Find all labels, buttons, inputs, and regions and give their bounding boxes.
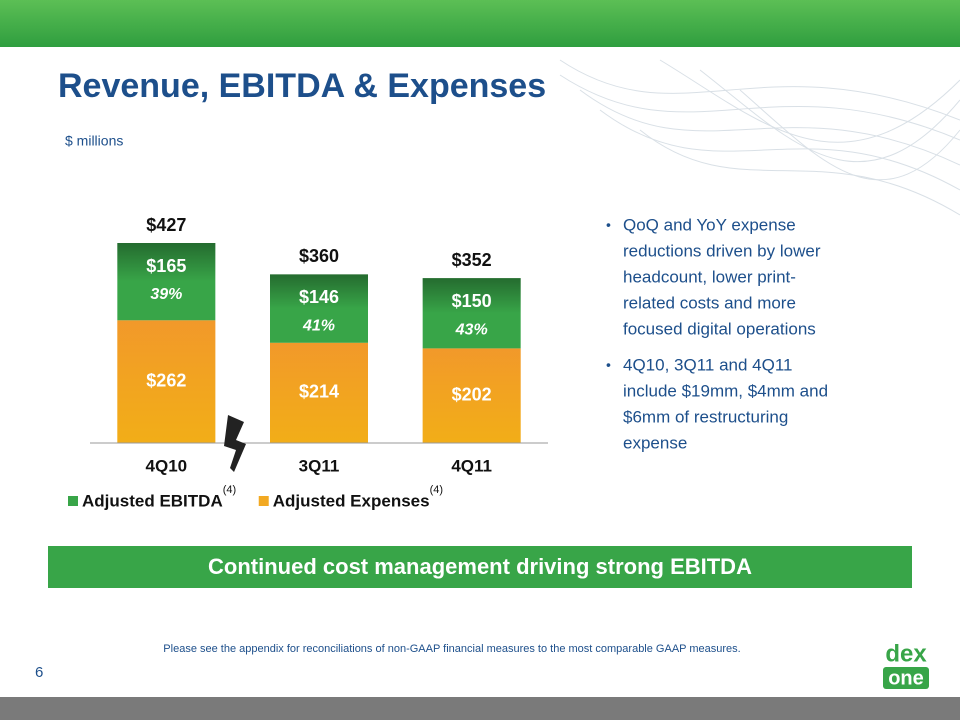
legend-label: Adjusted Expenses [273, 491, 430, 510]
bar-shade [117, 243, 216, 321]
banner: Continued cost management driving strong… [208, 554, 752, 579]
bullet-text: $6mm of restructuring [623, 407, 788, 426]
bullet-dot: • [606, 357, 611, 373]
bar-shade [270, 274, 368, 343]
bullet-text: 4Q10, 3Q11 and 4Q11 [623, 355, 793, 374]
logo-text: one [888, 667, 924, 689]
page-number: 6 [35, 664, 43, 681]
bar-shade [270, 342, 368, 443]
bullet-dot: • [606, 217, 611, 233]
margin-label: 43% [455, 321, 488, 338]
legend-label: Adjusted EBITDA [82, 491, 223, 510]
value-label: $214 [299, 382, 339, 402]
margin-label: 39% [150, 286, 182, 303]
banner-box [48, 546, 912, 588]
bullet-text: reductions driven by lower [623, 241, 821, 260]
logo-box [883, 667, 929, 689]
title: Revenue, EBITDA & Expenses [58, 67, 546, 105]
bullet-text: headcount, lower print- [623, 267, 796, 286]
bullet-text: related costs and more [623, 293, 796, 312]
value-label: $262 [146, 370, 186, 390]
top-bar [0, 0, 960, 47]
margin-label: 41% [302, 318, 335, 335]
bar-shade [117, 320, 216, 443]
bullet-text: expense [623, 433, 687, 452]
lightning-icon [224, 415, 246, 472]
legend-swatch [258, 496, 269, 506]
unit-label: $ millions [65, 133, 123, 149]
x-tick-label: 4Q10 [146, 456, 188, 475]
legend-note: (4) [430, 484, 443, 496]
bullet-text: focused digital operations [623, 319, 816, 338]
bar-shade [422, 278, 521, 349]
bar-shade [422, 348, 521, 443]
bullet-text: include $19mm, $4mm and [623, 381, 828, 400]
value-label: $146 [299, 287, 339, 307]
bottom-bar [0, 697, 960, 720]
bullet-text: QoQ and YoY expense [623, 215, 796, 234]
x-tick-label: 3Q11 [299, 456, 340, 475]
total-label: $360 [299, 246, 339, 266]
wave-decoration [559, 59, 960, 216]
value-label: $202 [452, 384, 492, 404]
logo-text: dex [885, 640, 927, 667]
footnote: Please see the appendix for reconciliati… [163, 643, 740, 655]
legend-swatch [68, 496, 78, 506]
value-label: $150 [452, 291, 492, 311]
legend-note: (4) [223, 484, 236, 496]
value-label: $165 [146, 256, 186, 276]
chart: $262 $165 39% $427 4Q10 $214 $146 41% $360 3Q11 $2… [68, 215, 548, 510]
total-label: $427 [146, 215, 186, 235]
total-label: $352 [452, 250, 492, 270]
bullets: • QoQ and YoY expense reductions driven by… [606, 215, 828, 452]
x-tick-label: 4Q11 [451, 456, 492, 475]
